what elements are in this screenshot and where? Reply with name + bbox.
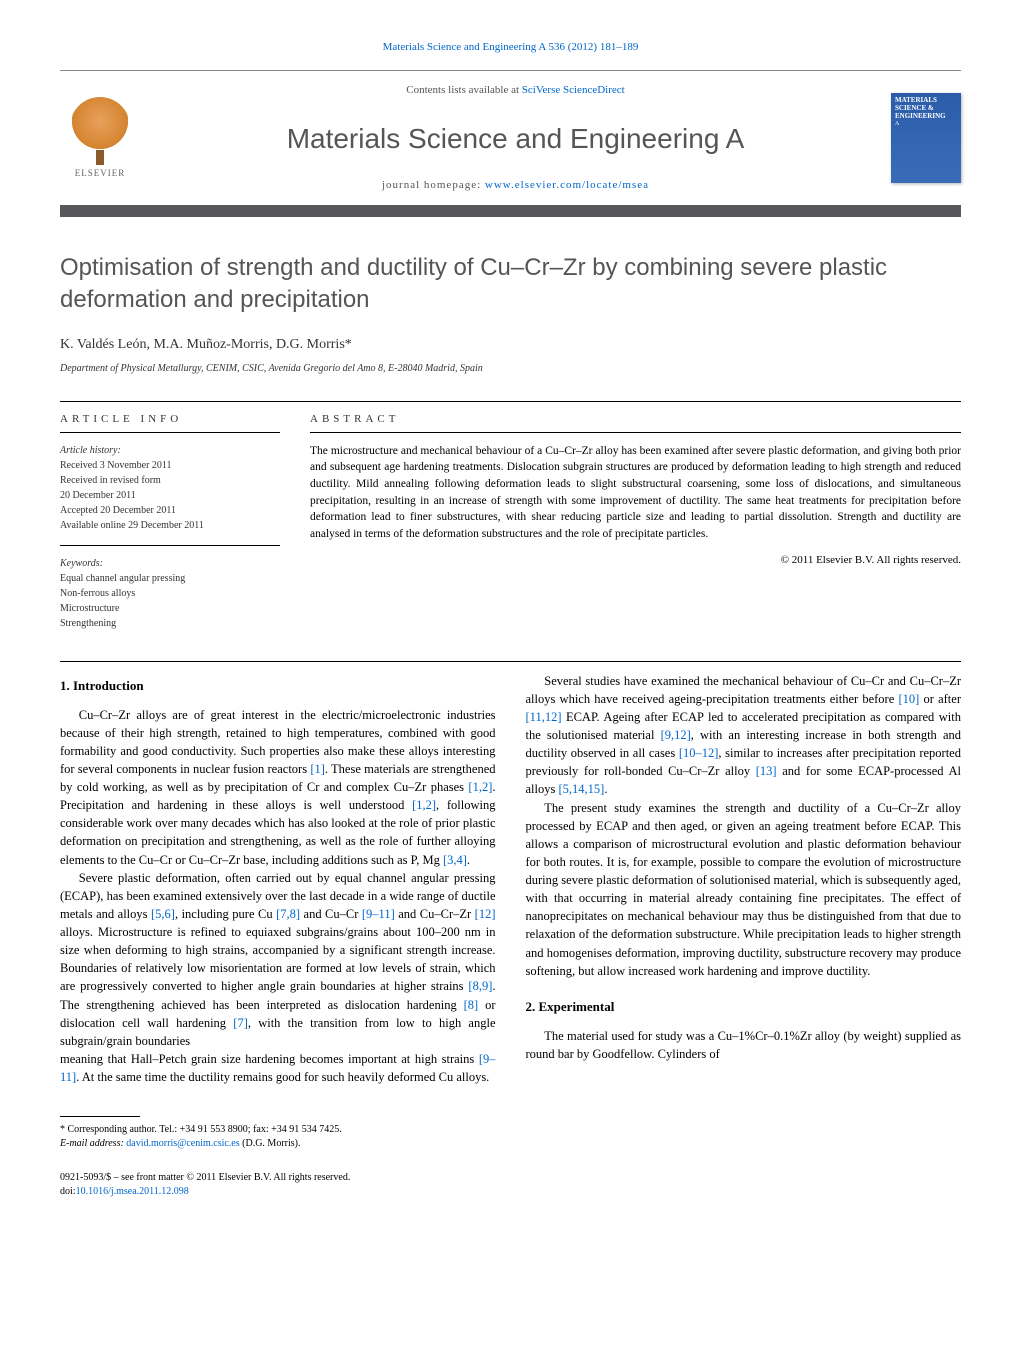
online-date: Available online 29 December 2011 — [60, 518, 280, 533]
homepage-link[interactable]: www.elsevier.com/locate/msea — [485, 179, 649, 191]
corr-author-line: * Corresponding author. Tel.: +34 91 553… — [60, 1123, 961, 1137]
p3b: . At the same time the ductility remains… — [76, 1070, 489, 1084]
intro-p2: Severe plastic deformation, often carrie… — [60, 869, 496, 1050]
center-header: Contents lists available at SciVerse Sci… — [140, 83, 891, 193]
email-suffix: (D.G. Morris). — [240, 1138, 301, 1149]
exp-p1: The material used for study was a Cu–1%C… — [526, 1027, 962, 1063]
experimental-heading: 2. Experimental — [526, 998, 962, 1017]
ref-13[interactable]: [10] — [898, 692, 919, 706]
top-divider — [60, 70, 961, 71]
email-link[interactable]: david.morris@cenim.csic.es — [126, 1138, 239, 1149]
info-label: ARTICLE INFO — [60, 412, 280, 427]
keywords-block: Keywords: Equal channel angular pressing… — [60, 556, 280, 631]
cover-sub: A — [895, 120, 957, 128]
doi-prefix: doi: — [60, 1186, 76, 1197]
keywords-divider — [60, 545, 280, 546]
ref-7[interactable]: [9–11] — [362, 907, 395, 921]
abstract-text: The microstructure and mechanical behavi… — [310, 443, 961, 543]
keyword-4: Strengthening — [60, 616, 280, 631]
intro-heading: 1. Introduction — [60, 677, 496, 696]
ref-11[interactable]: [7] — [233, 1016, 248, 1030]
cover-title: MATERIALS SCIENCE & ENGINEERING — [895, 97, 957, 120]
ref-3[interactable]: [1,2] — [412, 798, 436, 812]
p1e: . — [467, 853, 470, 867]
doi-link[interactable]: 10.1016/j.msea.2011.12.098 — [76, 1186, 189, 1197]
p4b: or after — [919, 692, 961, 706]
abstract-divider — [310, 432, 961, 433]
accepted-date: Accepted 20 December 2011 — [60, 503, 280, 518]
header-bar — [60, 205, 961, 217]
footnote-separator — [60, 1116, 140, 1117]
ref-14[interactable]: [11,12] — [526, 710, 562, 724]
info-divider — [60, 432, 280, 433]
intro-p5: The present study examines the strength … — [526, 799, 962, 980]
p3a: meaning that Hall–Petch grain size harde… — [60, 1052, 479, 1066]
journal-homepage: journal homepage: www.elsevier.com/locat… — [140, 178, 891, 193]
front-matter-line: 0921-5093/$ – see front matter © 2011 El… — [60, 1171, 961, 1185]
keyword-3: Microstructure — [60, 601, 280, 616]
revised-line1: Received in revised form — [60, 473, 280, 488]
journal-title: Materials Science and Engineering A — [140, 119, 891, 158]
journal-cover-thumb: MATERIALS SCIENCE & ENGINEERING A — [891, 93, 961, 183]
article-info: ARTICLE INFO Article history: Received 3… — [60, 412, 280, 630]
ref-18[interactable]: [5,14,15] — [558, 782, 604, 796]
received-date: Received 3 November 2011 — [60, 458, 280, 473]
abstract-label: ABSTRACT — [310, 412, 961, 427]
abstract-column: ABSTRACT The microstructure and mechanic… — [310, 412, 961, 630]
ref-10[interactable]: [8] — [464, 998, 479, 1012]
body-columns: 1. Introduction Cu–Cr–Zr alloys are of g… — [60, 672, 961, 1086]
abstract-copyright: © 2011 Elsevier B.V. All rights reserved… — [310, 553, 961, 568]
footer: 0921-5093/$ – see front matter © 2011 El… — [60, 1171, 961, 1199]
elsevier-tree-icon — [70, 97, 130, 157]
divider-1 — [60, 401, 961, 402]
authors: K. Valdés León, M.A. Muñoz-Morris, D.G. … — [60, 335, 961, 355]
ref-15[interactable]: [9,12] — [661, 728, 691, 742]
p2b: , including pure Cu — [175, 907, 276, 921]
citation-header: Materials Science and Engineering A 536 … — [60, 40, 961, 55]
contents-line: Contents lists available at SciVerse Sci… — [140, 83, 891, 98]
p4a: Several studies have examined the mechan… — [526, 674, 962, 706]
p2e: alloys. Microstructure is refined to equ… — [60, 925, 496, 993]
elsevier-label: ELSEVIER — [75, 167, 126, 180]
corr-marker: * — [345, 337, 352, 352]
intro-p4: Several studies have examined the mechan… — [526, 672, 962, 799]
ref-4[interactable]: [3,4] — [443, 853, 467, 867]
info-abstract-row: ARTICLE INFO Article history: Received 3… — [60, 412, 961, 630]
journal-header: ELSEVIER Contents lists available at Sci… — [60, 83, 961, 201]
sciencedirect-link[interactable]: SciVerse ScienceDirect — [522, 84, 625, 96]
doi-line: doi:10.1016/j.msea.2011.12.098 — [60, 1185, 961, 1199]
homepage-prefix: journal homepage: — [382, 179, 485, 191]
corresponding-footnote: * Corresponding author. Tel.: +34 91 553… — [60, 1123, 961, 1151]
revised-line2: 20 December 2011 — [60, 488, 280, 503]
ref-2[interactable]: [1,2] — [468, 780, 492, 794]
email-line: E-mail address: david.morris@cenim.csic.… — [60, 1137, 961, 1151]
article-title: Optimisation of strength and ductility o… — [60, 252, 961, 314]
intro-p3: meaning that Hall–Petch grain size harde… — [60, 1050, 496, 1086]
ref-6[interactable]: [7,8] — [276, 907, 300, 921]
intro-p1: Cu–Cr–Zr alloys are of great interest in… — [60, 706, 496, 869]
p2d: and Cu–Cr–Zr — [395, 907, 475, 921]
author-list: K. Valdés León, M.A. Muñoz-Morris, D.G. … — [60, 337, 345, 352]
keywords-label: Keywords: — [60, 556, 280, 571]
history-label: Article history: — [60, 443, 280, 458]
p2c: and Cu–Cr — [300, 907, 362, 921]
elsevier-logo: ELSEVIER — [60, 93, 140, 183]
affiliation: Department of Physical Metallurgy, CENIM… — [60, 362, 961, 376]
contents-prefix: Contents lists available at — [406, 84, 521, 96]
p4g: . — [604, 782, 607, 796]
ref-8[interactable]: [12] — [475, 907, 496, 921]
ref-16[interactable]: [10–12] — [679, 746, 719, 760]
keyword-1: Equal channel angular pressing — [60, 571, 280, 586]
email-label: E-mail address: — [60, 1138, 126, 1149]
ref-5[interactable]: [5,6] — [151, 907, 175, 921]
history-block: Article history: Received 3 November 201… — [60, 443, 280, 533]
divider-2 — [60, 661, 961, 662]
ref-1[interactable]: [1] — [310, 762, 325, 776]
keyword-2: Non-ferrous alloys — [60, 586, 280, 601]
ref-17[interactable]: [13] — [756, 764, 777, 778]
ref-9[interactable]: [8,9] — [468, 979, 492, 993]
